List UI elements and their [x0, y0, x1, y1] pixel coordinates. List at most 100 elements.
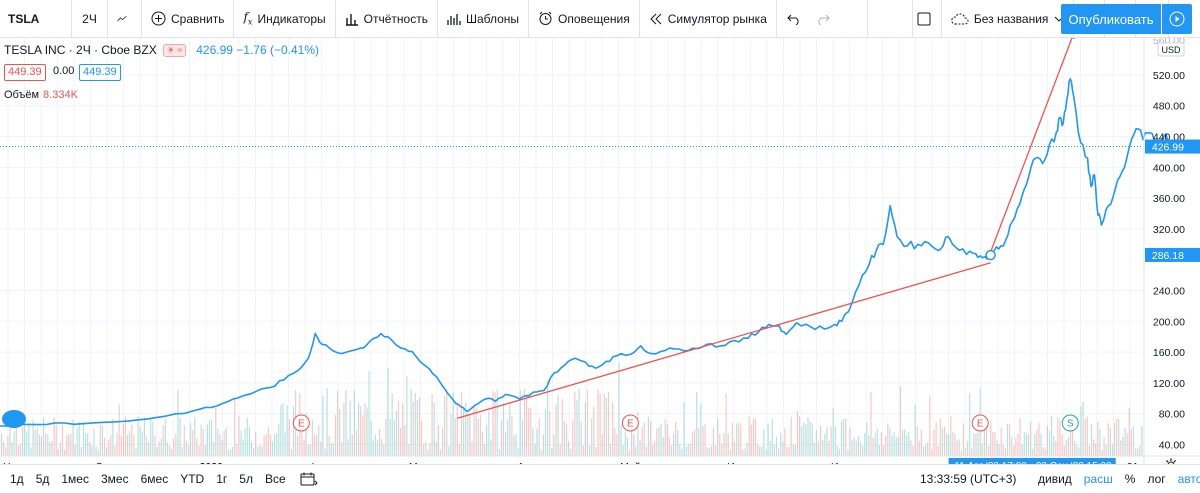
volume-bar	[1046, 425, 1048, 456]
publish-button[interactable]: Опубликовать	[1061, 4, 1161, 34]
range-button-0[interactable]: 1д	[10, 471, 24, 486]
volume-bar	[30, 447, 32, 456]
volume-bar	[232, 446, 234, 456]
volume-bar	[906, 435, 908, 456]
volume-bar	[983, 426, 985, 456]
range-button-6[interactable]: 1г	[216, 471, 228, 486]
volume-bar	[395, 410, 397, 456]
alerts-button[interactable]: Оповещения	[529, 0, 640, 38]
volume-bar	[500, 420, 502, 456]
square-icon	[917, 12, 931, 25]
price-tick-label: 160.00	[1153, 347, 1185, 359]
volume-bar	[40, 435, 43, 456]
indicators-button[interactable]: fx Индикаторы	[234, 0, 336, 38]
volume-bar	[421, 420, 423, 456]
range-button-3[interactable]: 3мес	[100, 471, 129, 486]
redo-button[interactable]	[812, 0, 868, 38]
volume-bar	[954, 433, 956, 456]
log-toggle[interactable]: лог	[1147, 472, 1166, 486]
volume-bar	[1055, 440, 1057, 456]
volume-bar	[880, 432, 883, 456]
volume-bar	[731, 422, 733, 456]
volume-bar	[805, 423, 807, 456]
volume-bar	[82, 421, 85, 456]
time-tick-label: Апр	[517, 461, 536, 464]
volume-bar	[465, 403, 467, 456]
volume-bar	[187, 444, 190, 456]
calendar-icon[interactable]	[300, 472, 318, 486]
volume-bar	[444, 395, 446, 456]
reports-button[interactable]: Отчётность	[336, 0, 438, 38]
chart-type-button[interactable]	[108, 0, 142, 38]
publish-options-button[interactable]	[1162, 4, 1192, 34]
volume-bar	[635, 446, 637, 456]
volume-bar	[452, 392, 454, 456]
volume-bar	[1141, 425, 1143, 456]
volume-bar	[576, 399, 578, 456]
range-button-8[interactable]: Все	[264, 471, 286, 486]
marker-price-label: 286.18	[1152, 250, 1184, 262]
volume-bar	[227, 449, 229, 456]
range-button-1[interactable]: 5д	[35, 471, 50, 486]
time-tick-label: Май	[620, 461, 641, 464]
clock-time[interactable]: 13:33:59 (UTC+3)	[920, 472, 1017, 486]
symbol-search-button[interactable]: TSLA	[0, 0, 72, 38]
volume-bar	[830, 426, 832, 456]
volume-bar	[221, 439, 223, 456]
volume-bar	[1057, 417, 1059, 456]
volume-bar	[490, 439, 492, 456]
volume-bar	[981, 443, 983, 456]
volume-bar	[337, 391, 339, 456]
volume-bar	[47, 434, 49, 456]
volume-bar	[717, 418, 719, 456]
compare-button[interactable]: Сравнить	[142, 0, 235, 38]
replay-button[interactable]: Симулятор рынка	[640, 0, 777, 38]
volume-bar	[660, 423, 662, 456]
range-button-4[interactable]: 6мес	[140, 471, 169, 486]
undo-button[interactable]	[777, 0, 812, 38]
volume-bar	[253, 448, 255, 456]
volume-bar	[530, 407, 532, 456]
volume-bar	[51, 440, 53, 456]
interval-button[interactable]: 2Ч	[72, 0, 108, 38]
volume-bar	[22, 427, 24, 456]
volume-bar	[1027, 434, 1030, 456]
bid-price[interactable]: 449.39	[4, 64, 46, 81]
redo-icon	[818, 14, 830, 25]
time-tick-label: 2020	[200, 461, 224, 464]
event-badge-circle	[1061, 414, 1079, 432]
fullscreen-toggle-button[interactable]	[911, 0, 942, 38]
volume-bar	[442, 427, 444, 456]
volume-bar	[788, 447, 790, 456]
volume-bar	[160, 438, 162, 456]
templates-button[interactable]: Шаблоны	[438, 0, 530, 38]
volume-bar	[164, 419, 166, 456]
volume-bar	[425, 441, 427, 456]
percent-toggle[interactable]: %	[1124, 472, 1136, 486]
adjust-toggle[interactable]: расш	[1083, 472, 1113, 486]
volume-bar	[639, 439, 641, 456]
time-marker-tag	[1031, 458, 1116, 464]
range-button-2[interactable]: 1мес	[61, 471, 89, 486]
volume-bar	[799, 416, 801, 456]
status-badge[interactable]: ☀ ≈	[162, 43, 187, 57]
range-button-7[interactable]: 5л	[239, 471, 253, 486]
volume-bar	[744, 448, 746, 456]
volume-bar	[513, 435, 515, 456]
time-marker-label: 11 Авг '20 17:00	[954, 461, 1027, 464]
play-circle-icon	[1169, 11, 1185, 27]
ask-price[interactable]: 449.39	[79, 64, 121, 81]
volume-bar	[801, 426, 803, 456]
volume-bar	[1090, 424, 1093, 456]
volume-bar	[759, 446, 761, 456]
layout-name-button[interactable]: Без названия	[942, 0, 1075, 38]
dividends-toggle[interactable]: дивид	[1038, 472, 1072, 486]
auto-toggle[interactable]: авто	[1177, 472, 1200, 486]
volume-bar	[236, 444, 238, 456]
time-marker-label: 03 Сен '20 15:00	[1036, 461, 1112, 464]
volume-bar	[166, 442, 169, 456]
range-button-5[interactable]: YTD	[180, 471, 205, 486]
volume-bar	[834, 426, 836, 456]
volume-bar	[101, 425, 103, 456]
